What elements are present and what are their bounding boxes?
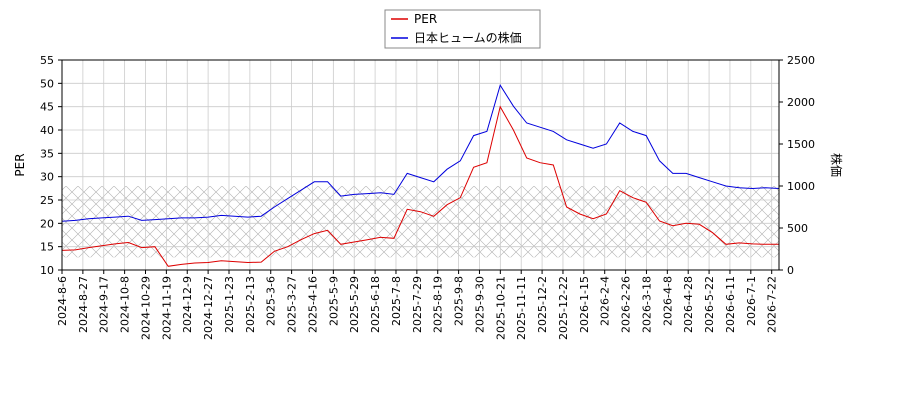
left-axis-ticks: 10 15 20 25 30 35 40 45 50 55	[40, 54, 62, 277]
series-line-per	[62, 105, 779, 267]
x-tick-label-23: 2025-12-2	[536, 276, 549, 333]
plot-frame	[61, 59, 780, 271]
right-axis-ticks: 0 500 1000 1500 2000 2500	[779, 54, 815, 277]
left-tick-label-0: 10	[40, 264, 54, 277]
x-tick-label-6: 2024-12-9	[181, 276, 194, 333]
right-tick-label-1: 500	[787, 222, 808, 235]
x-tick-label-27: 2026-2-26	[620, 276, 633, 333]
x-axis-ticks: 2024-8-6 2024-8-27 2024-9-17 2024-10-8 2024-…	[56, 270, 779, 340]
x-tick-label-0: 2024-8-6	[56, 276, 69, 326]
x-tick-label-26: 2026-2-4	[599, 276, 612, 326]
x-tick-label-15: 2025-6-18	[369, 276, 382, 333]
x-tick-label-32: 2026-6-11	[724, 276, 737, 333]
x-tick-label-10: 2025-3-6	[265, 276, 278, 326]
hatch-band	[62, 186, 779, 258]
x-tick-label-2: 2024-9-17	[98, 276, 111, 333]
x-tick-label-5: 2024-11-19	[160, 276, 173, 340]
right-axis-title: 株価	[829, 153, 844, 177]
x-tick-label-7: 2024-12-27	[202, 276, 215, 340]
x-tick-label-11: 2025-3-27	[286, 276, 299, 333]
left-tick-label-2: 20	[40, 217, 54, 230]
x-tick-label-31: 2026-5-22	[703, 276, 716, 333]
x-tick-label-19: 2025-9-8	[453, 276, 466, 326]
x-tick-label-30: 2026-4-28	[682, 276, 695, 333]
left-tick-label-6: 40	[40, 124, 54, 137]
x-tick-label-34: 2026-7-22	[766, 276, 779, 333]
legend-box	[384, 9, 541, 49]
x-tick-label-16: 2025-7-8	[390, 276, 403, 326]
legend-label-per: PER	[414, 12, 437, 26]
x-tick-label-29: 2026-4-8	[661, 276, 674, 326]
x-tick-label-33: 2026-7-1	[745, 276, 758, 326]
x-tick-label-17: 2025-7-29	[411, 276, 424, 333]
grid-vertical	[61, 60, 773, 270]
right-tick-label-3: 1500	[787, 138, 815, 151]
left-axis-title: PER	[13, 153, 27, 176]
left-tick-label-5: 35	[40, 147, 54, 160]
right-tick-label-4: 2000	[787, 96, 815, 109]
series-line-stock-price	[62, 83, 779, 222]
right-tick-label-5: 2500	[787, 54, 815, 67]
left-tick-label-3: 25	[40, 194, 54, 207]
left-tick-label-8: 50	[40, 77, 54, 90]
left-tick-label-7: 45	[40, 101, 54, 114]
left-tick-label-1: 15	[40, 241, 54, 254]
legend: PER 日本ヒュームの株価	[384, 9, 541, 49]
x-tick-label-24: 2025-12-22	[557, 276, 570, 340]
legend-label-stock-price: 日本ヒュームの株価	[414, 30, 522, 45]
x-tick-label-13: 2025-5-9	[327, 276, 340, 326]
x-tick-label-18: 2025-8-19	[432, 276, 445, 333]
x-tick-label-25: 2026-1-15	[578, 276, 591, 333]
right-tick-label-2: 1000	[787, 180, 815, 193]
left-tick-label-9: 55	[40, 54, 54, 67]
x-tick-label-28: 2026-3-18	[640, 276, 653, 333]
x-tick-label-1: 2024-8-27	[77, 276, 90, 333]
left-tick-label-4: 30	[40, 171, 54, 184]
x-tick-label-14: 2025-5-29	[348, 276, 361, 333]
x-tick-label-4: 2024-10-29	[139, 276, 152, 340]
x-tick-label-3: 2024-10-8	[119, 276, 132, 333]
right-tick-label-0: 0	[787, 264, 794, 277]
x-tick-label-8: 2025-1-23	[223, 276, 236, 333]
x-tick-label-22: 2025-11-11	[515, 276, 528, 340]
x-tick-label-9: 2025-2-13	[244, 276, 257, 333]
x-tick-label-20: 2025-9-30	[473, 276, 486, 333]
x-tick-label-12: 2025-4-16	[306, 276, 319, 333]
x-tick-label-21: 2025-10-21	[494, 276, 507, 340]
